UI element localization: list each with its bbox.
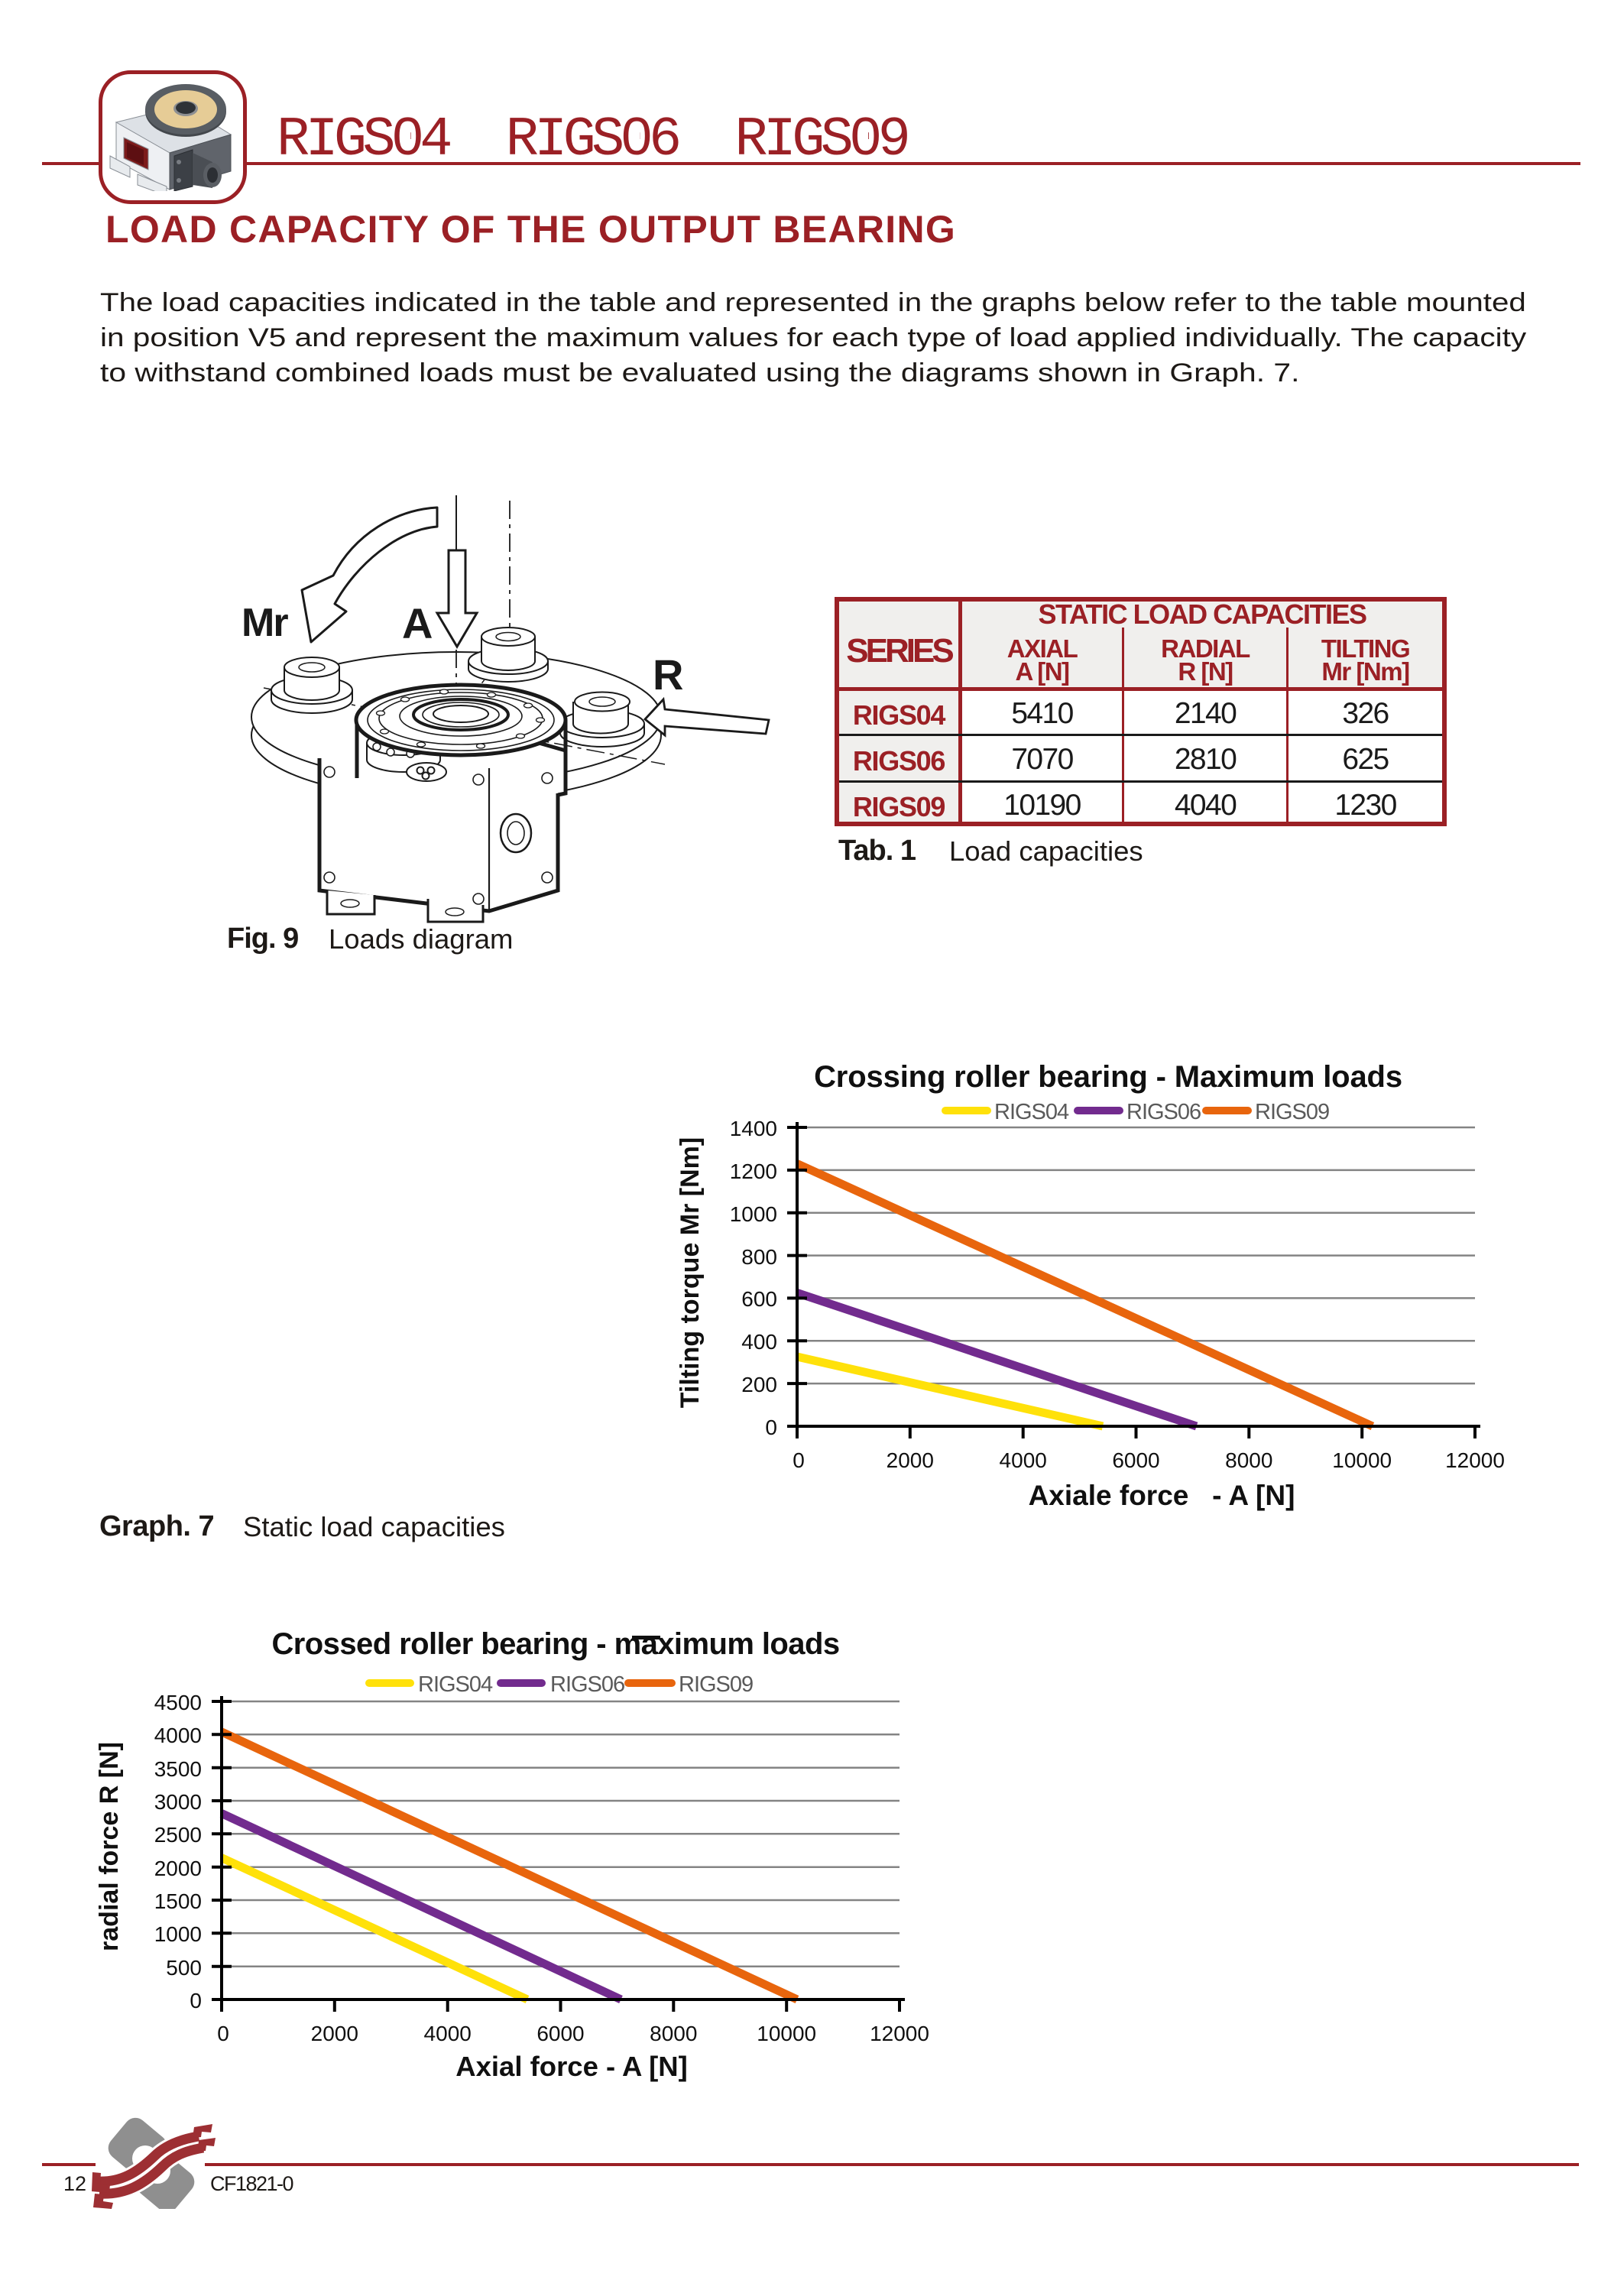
svg-text:Tilting torque Mr [Nm]: Tilting torque Mr [Nm] (676, 1137, 705, 1408)
svg-text:10000: 10000 (1332, 1448, 1392, 1472)
svg-text:4500: 4500 (154, 1691, 202, 1714)
svg-text:A: A (402, 599, 433, 647)
svg-text:0: 0 (217, 2022, 229, 2045)
svg-text:3500: 3500 (154, 1757, 202, 1781)
svg-text:1000: 1000 (730, 1202, 777, 1226)
svg-text:2000: 2000 (887, 1448, 934, 1472)
svg-text:4000: 4000 (154, 1724, 202, 1747)
svg-text:RIGS09: RIGS09 (1255, 1100, 1329, 1124)
svg-text:800: 800 (741, 1245, 777, 1269)
svg-text:6000: 6000 (1112, 1448, 1159, 1472)
svg-text:600: 600 (741, 1287, 777, 1311)
svg-text:400: 400 (741, 1330, 777, 1354)
svg-text:2500: 2500 (154, 1823, 202, 1847)
svg-text:1000: 1000 (154, 1922, 202, 1946)
svg-text:RIGS09: RIGS09 (679, 1672, 753, 1697)
svg-text:0: 0 (793, 1448, 805, 1472)
svg-text:Axial force - A [N]: Axial force - A [N] (455, 2051, 688, 2082)
svg-text:1500: 1500 (154, 1889, 202, 1913)
svg-text:8000: 8000 (650, 2022, 697, 2045)
svg-text:2000: 2000 (311, 2022, 358, 2045)
svg-text:RIGS06: RIGS06 (550, 1672, 624, 1697)
svg-text:0: 0 (190, 1989, 202, 2012)
svg-text:Axiale force - A [N]: Axiale force - A [N] (1029, 1480, 1295, 1511)
svg-text:0: 0 (765, 1416, 777, 1439)
svg-text:4000: 4000 (424, 2022, 472, 2045)
svg-text:6000: 6000 (536, 2022, 584, 2045)
svg-text:R: R (653, 650, 683, 699)
svg-text:Crossing roller bearing - Ma: Crossing roller bearing - Maximum loads (814, 1060, 1402, 1094)
svg-text:4000: 4000 (1000, 1448, 1047, 1472)
svg-text:Crossed roller bearing - maxim: Crossed roller bearing - maximum loads (271, 1627, 839, 1661)
svg-text:10000: 10000 (757, 2022, 816, 2045)
svg-text:RIGS04: RIGS04 (994, 1100, 1069, 1124)
svg-text:2000: 2000 (154, 1857, 202, 1880)
svg-text:Mr: Mr (241, 601, 288, 645)
svg-text:200: 200 (741, 1373, 777, 1396)
svg-text:500: 500 (166, 1956, 202, 1980)
svg-text:3000: 3000 (154, 1790, 202, 1814)
svg-text:RIGS04: RIGS04 (418, 1672, 493, 1697)
svg-text:RIGS06: RIGS06 (1126, 1100, 1201, 1124)
svg-text:1200: 1200 (730, 1159, 777, 1183)
svg-text:12000: 12000 (1445, 1448, 1505, 1472)
svg-text:radial force R [N]: radial force R [N] (95, 1742, 124, 1951)
svg-text:8000: 8000 (1225, 1448, 1272, 1472)
svg-text:1400: 1400 (730, 1117, 777, 1140)
svg-text:12000: 12000 (870, 2022, 929, 2045)
